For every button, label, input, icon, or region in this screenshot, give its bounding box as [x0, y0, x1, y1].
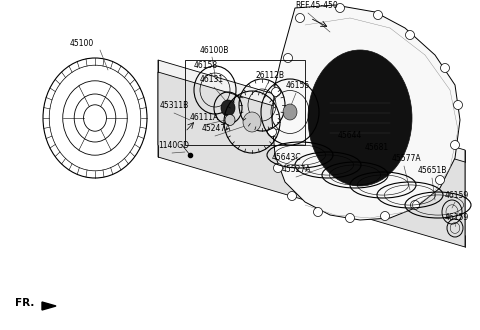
- Text: 45644: 45644: [338, 131, 362, 140]
- Text: 26112B: 26112B: [255, 71, 284, 80]
- Ellipse shape: [225, 115, 235, 125]
- Text: 45681: 45681: [365, 143, 389, 152]
- Circle shape: [451, 141, 459, 149]
- Text: 1140GD: 1140GD: [158, 141, 189, 150]
- Circle shape: [274, 163, 283, 173]
- Text: 46111A: 46111A: [190, 113, 219, 122]
- Text: 46131: 46131: [200, 75, 224, 84]
- Circle shape: [296, 14, 304, 22]
- Circle shape: [267, 127, 276, 137]
- Circle shape: [373, 11, 383, 19]
- Ellipse shape: [243, 112, 261, 132]
- Circle shape: [336, 4, 345, 13]
- Text: 46155: 46155: [286, 81, 310, 90]
- Circle shape: [288, 191, 297, 201]
- Ellipse shape: [283, 104, 297, 120]
- Ellipse shape: [308, 50, 412, 186]
- Text: 46100B: 46100B: [200, 46, 229, 55]
- Circle shape: [435, 176, 444, 184]
- Polygon shape: [272, 5, 460, 220]
- Text: 46159: 46159: [445, 213, 469, 222]
- Text: 45527A: 45527A: [282, 165, 312, 174]
- Text: 45651B: 45651B: [418, 166, 447, 175]
- Ellipse shape: [221, 100, 235, 116]
- Polygon shape: [158, 72, 465, 247]
- Circle shape: [441, 63, 449, 73]
- Circle shape: [410, 201, 420, 210]
- Text: REF.45-450: REF.45-450: [295, 1, 338, 10]
- Circle shape: [346, 214, 355, 222]
- Circle shape: [272, 87, 280, 96]
- Circle shape: [284, 53, 292, 62]
- Text: 45577A: 45577A: [392, 154, 421, 163]
- Text: 46159: 46159: [445, 191, 469, 200]
- Circle shape: [313, 208, 323, 216]
- Text: 45643C: 45643C: [272, 153, 301, 162]
- Text: 45311B: 45311B: [160, 101, 189, 110]
- Bar: [185, 60, 305, 145]
- Polygon shape: [158, 60, 465, 235]
- Text: FR.: FR.: [15, 298, 35, 308]
- Polygon shape: [42, 302, 56, 310]
- Circle shape: [454, 101, 463, 110]
- Circle shape: [381, 212, 389, 220]
- Circle shape: [406, 30, 415, 40]
- Text: 46158: 46158: [194, 61, 218, 70]
- Text: 45100: 45100: [70, 39, 94, 48]
- Text: 45247A: 45247A: [202, 124, 231, 133]
